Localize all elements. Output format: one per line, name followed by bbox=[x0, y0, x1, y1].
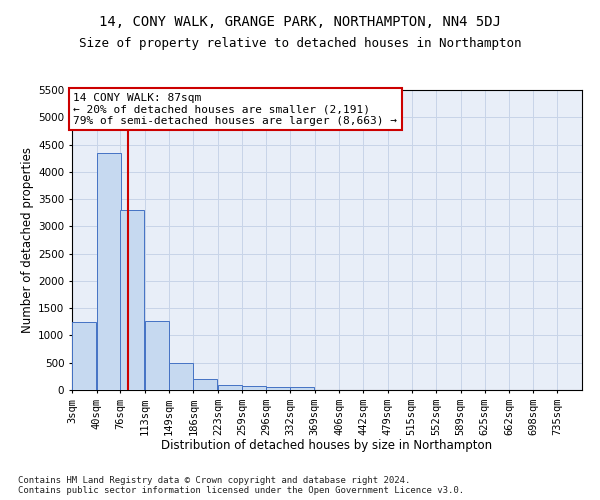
Bar bbox=[218, 384, 242, 390]
Bar bbox=[121, 210, 145, 390]
Bar bbox=[266, 387, 290, 390]
Bar bbox=[97, 152, 121, 390]
Bar bbox=[242, 386, 266, 390]
Bar bbox=[145, 322, 169, 390]
Text: 14 CONY WALK: 87sqm
← 20% of detached houses are smaller (2,191)
79% of semi-det: 14 CONY WALK: 87sqm ← 20% of detached ho… bbox=[73, 92, 397, 126]
Text: Size of property relative to detached houses in Northampton: Size of property relative to detached ho… bbox=[79, 38, 521, 51]
Text: Contains HM Land Registry data © Crown copyright and database right 2024.
Contai: Contains HM Land Registry data © Crown c… bbox=[18, 476, 464, 495]
Y-axis label: Number of detached properties: Number of detached properties bbox=[21, 147, 34, 333]
Text: 14, CONY WALK, GRANGE PARK, NORTHAMPTON, NN4 5DJ: 14, CONY WALK, GRANGE PARK, NORTHAMPTON,… bbox=[99, 15, 501, 29]
Bar bbox=[290, 388, 314, 390]
X-axis label: Distribution of detached houses by size in Northampton: Distribution of detached houses by size … bbox=[161, 440, 493, 452]
Bar bbox=[193, 379, 217, 390]
Bar bbox=[72, 322, 96, 390]
Bar bbox=[169, 364, 193, 390]
